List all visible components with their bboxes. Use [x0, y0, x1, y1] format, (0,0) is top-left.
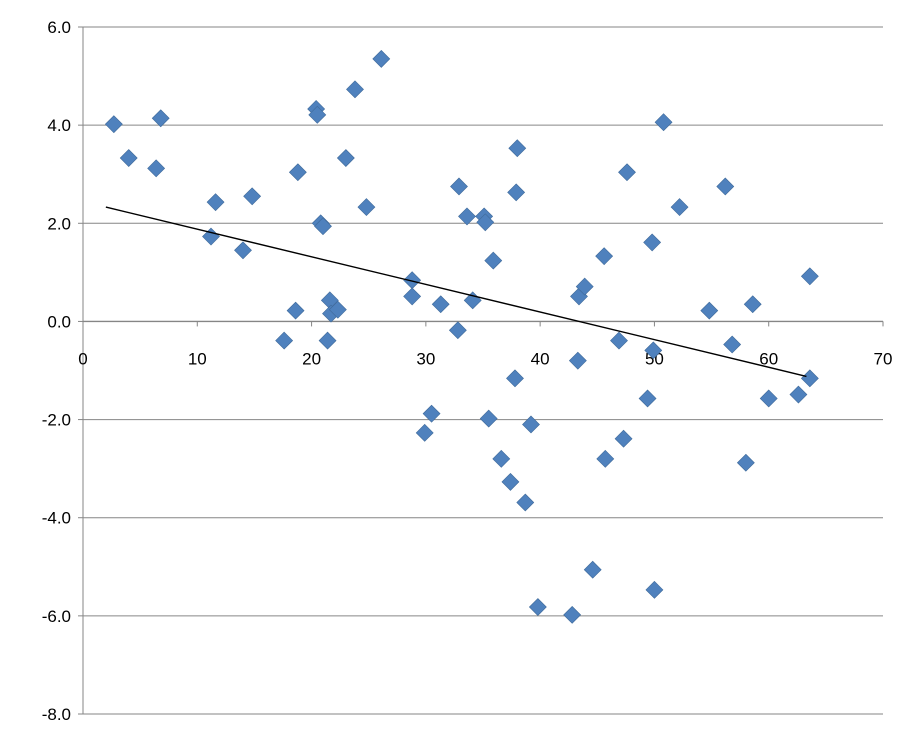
data-point [372, 49, 391, 68]
y-tick-label: 2.0 [47, 214, 71, 233]
data-point [147, 159, 166, 178]
data-point [516, 493, 535, 512]
data-point [422, 404, 441, 423]
data-point [645, 580, 664, 599]
data-point [575, 277, 594, 296]
data-point [716, 177, 735, 196]
data-point [610, 331, 628, 350]
data-point [736, 453, 755, 472]
data-point [759, 389, 778, 408]
gridlines [83, 26, 883, 715]
data-point [654, 113, 673, 132]
data-point [522, 415, 540, 434]
data-point [476, 213, 495, 232]
x-tick-labels: 0 10 20 30 40 50 60 70 [78, 349, 892, 368]
data-point [206, 193, 225, 212]
y-tick-label: 4.0 [47, 116, 71, 135]
data-point [479, 409, 498, 428]
x-tick-label: 60 [759, 349, 778, 368]
y-tick-label: 6.0 [47, 18, 71, 37]
data-point [431, 295, 450, 314]
data-point [346, 80, 364, 99]
y-tick-label: 0.0 [47, 312, 71, 331]
data-point [800, 369, 819, 388]
data-point [508, 139, 527, 158]
x-tick-label: 40 [531, 349, 550, 368]
data-point [700, 301, 719, 320]
data-point [448, 321, 467, 340]
data-point [234, 241, 252, 260]
data-point [318, 331, 337, 350]
x-tick-label: 10 [188, 349, 207, 368]
x-tick-label: 70 [874, 349, 893, 368]
data-point [506, 369, 524, 388]
data-point [743, 295, 762, 314]
data-point [723, 335, 742, 354]
data-point [403, 287, 422, 306]
data-point [583, 560, 602, 579]
data-point [507, 183, 526, 202]
data-point [643, 233, 662, 252]
data-point [151, 109, 170, 128]
data-point [308, 105, 327, 124]
data-point [415, 423, 434, 442]
data-point [563, 605, 582, 624]
data-point [328, 300, 347, 319]
data-point [614, 429, 633, 448]
data-point [484, 251, 503, 270]
trendline [105, 206, 807, 378]
y-tick-label: -4.0 [42, 509, 71, 528]
data-point [243, 187, 262, 206]
data-point [670, 198, 689, 217]
data-point [501, 472, 520, 491]
data-point [336, 149, 355, 167]
data-point [104, 115, 123, 134]
data-point [357, 198, 376, 217]
x-tick-label: 0 [78, 349, 87, 368]
y-tick-labels: 6.0 4.0 2.0 0.0 -2.0 -4.0 -6.0 -8.0 [42, 18, 71, 724]
data-point [458, 207, 476, 226]
data-point [789, 385, 808, 404]
data-point [450, 177, 468, 196]
data-point [275, 331, 294, 350]
data-point [618, 163, 636, 182]
data-point [528, 598, 547, 616]
data-point [596, 449, 615, 468]
trendline-group [105, 206, 807, 378]
data-point [288, 163, 307, 182]
axes [78, 26, 884, 715]
data-point [286, 301, 305, 320]
data-point [314, 217, 332, 236]
data-point [119, 149, 138, 167]
data-point [595, 247, 614, 266]
data-points [104, 49, 819, 624]
data-point [638, 389, 657, 408]
y-tick-label: -2.0 [42, 411, 71, 430]
y-tick-label: -8.0 [42, 705, 71, 724]
data-point [492, 449, 511, 468]
data-point [644, 341, 663, 360]
x-tick-label: 20 [302, 349, 321, 368]
y-tick-label: -6.0 [42, 607, 71, 626]
data-point [800, 267, 819, 286]
x-tick-label: 30 [416, 349, 435, 368]
data-point [568, 351, 587, 370]
